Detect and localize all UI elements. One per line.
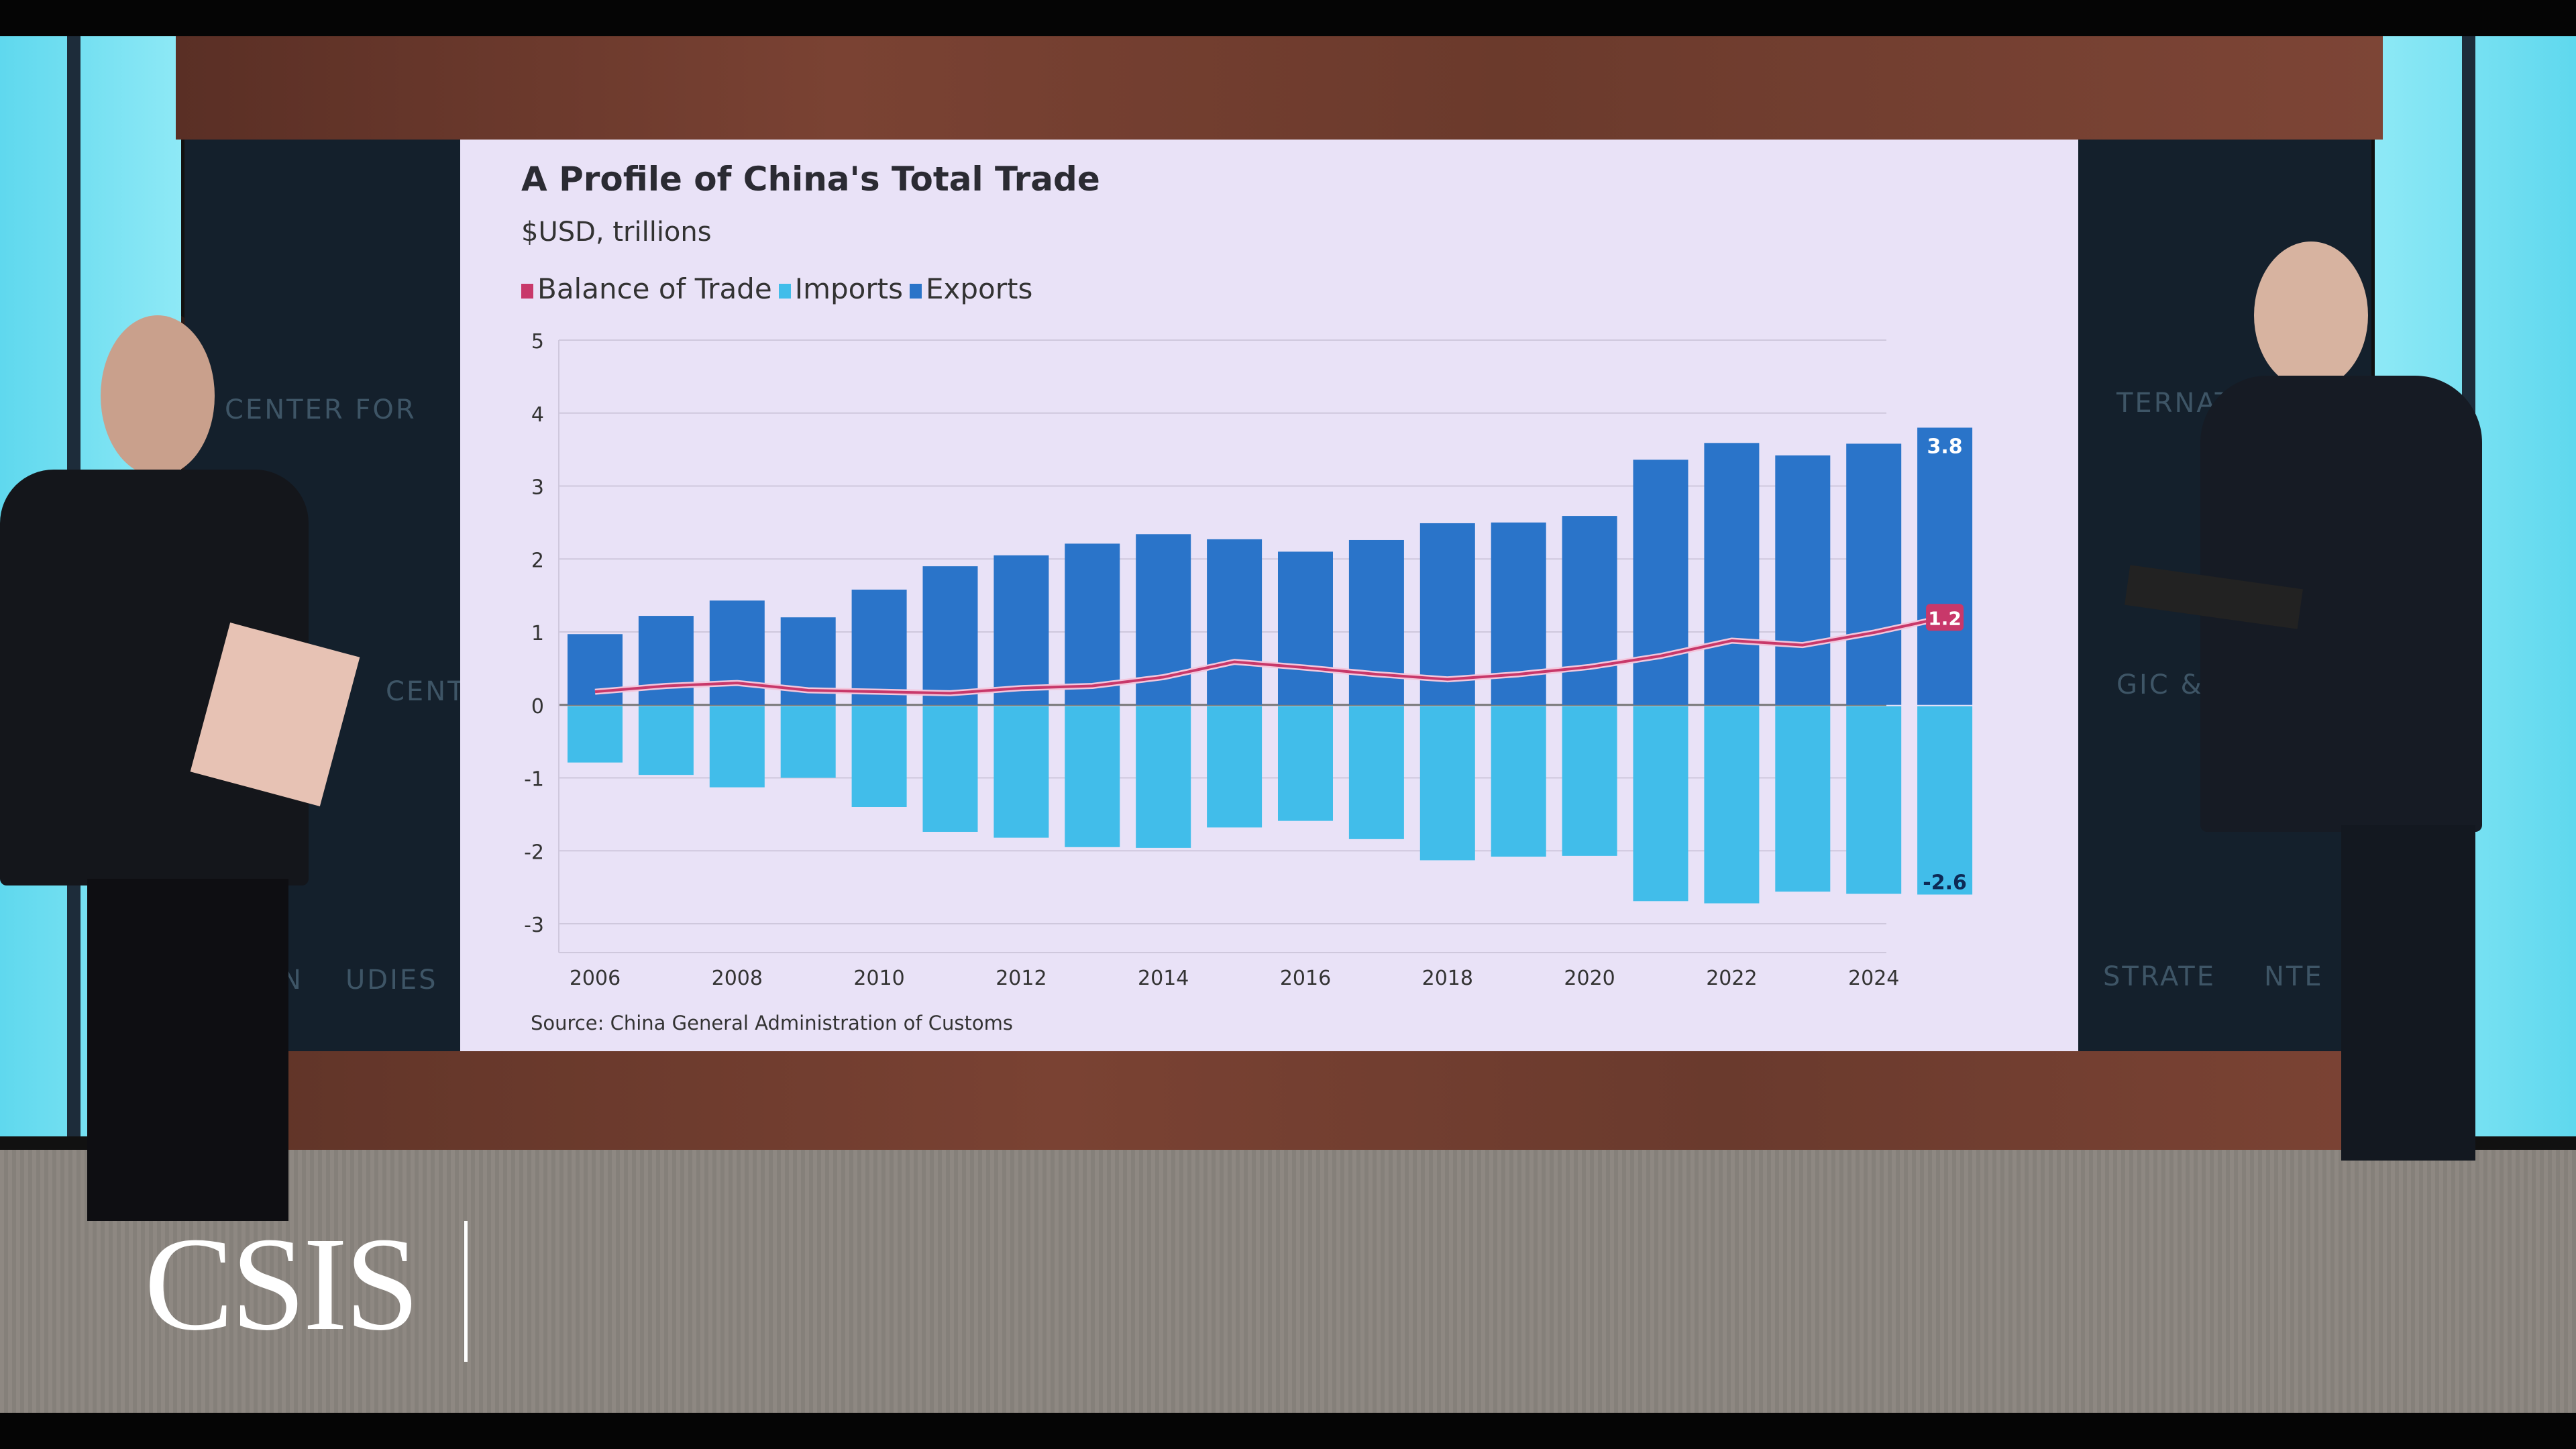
y-tick-label: -3 [524,914,544,937]
import-bar [1775,706,1831,892]
csis-logo-divider [464,1221,468,1362]
export-bar [1917,427,1973,705]
import-bar [1065,706,1120,847]
export-bar [1207,539,1263,705]
presenter-left [0,309,360,1254]
import-bar [638,706,694,775]
import-bar [1136,706,1191,848]
legend-item-imports: Imports [778,272,903,305]
y-tick-label: 3 [531,476,544,500]
x-tick-label: 2020 [1564,967,1615,990]
import-bar [1491,706,1546,857]
export-bar [1065,543,1120,705]
export-bar [1419,523,1475,705]
x-tick-label: 2012 [996,967,1046,990]
import-bar [1846,706,1902,894]
import-bar [1562,706,1617,856]
import-bar [1704,706,1760,904]
wood-wall-bottom [176,1051,2383,1167]
wall-text: STRATE [2103,961,2216,992]
import-bar [922,706,978,832]
chart-title: A Profile of China's Total Trade [521,160,1100,199]
export-bar [568,634,623,705]
chart-source: Source: China General Administration of … [531,1012,1013,1034]
export-bar [1846,443,1902,705]
export-bar [994,555,1049,705]
import-bar [1633,706,1688,902]
chart-legend: Balance of Trade Imports Exports [521,272,1032,305]
balance-data-label: 1.2 [1928,607,1962,629]
legend-item-balance: Balance of Trade [521,272,772,305]
y-tick-label: 4 [531,403,544,427]
export-bar [851,589,907,705]
x-tick-label: 2014 [1138,967,1189,990]
import-bar [568,706,623,763]
x-tick-label: 2018 [1422,967,1473,990]
balance-line [594,616,1945,695]
legend-label: Exports [925,272,1033,305]
import-bar [1419,706,1475,861]
csis-logo: CSIS [144,1210,419,1358]
legend-swatch [909,283,922,299]
x-tick-label: 2016 [1280,967,1331,990]
import-bar [994,706,1049,838]
legend-item-exports: Exports [909,272,1033,305]
chart-display-screen: 5 4 3 2 1 0 -1 -2 -3 2006 2008 2010 2012 2014 2016 2018… [460,140,2078,1051]
import-bar [1207,706,1263,828]
y-tick-label: -1 [524,768,544,792]
y-tick-label: 1 [531,622,544,645]
import-bar [1348,706,1404,839]
presenter-legs [87,879,288,1221]
wall-text: UDIES [345,965,438,996]
y-tick-label: 2 [531,549,544,572]
chart-plot: 5 4 3 2 1 0 -1 -2 -3 2006 2008 2010 2012 2014 2016 2018… [524,330,1973,990]
presenter-legs [2341,825,2475,1161]
import-bar [851,706,907,807]
y-tick-label: -2 [524,841,544,864]
presenter-right [2125,241,2502,1248]
x-tick-label: 2008 [712,967,763,990]
export-bar [1348,539,1404,705]
x-tick-label: 2022 [1706,967,1757,990]
wall-text: CENT [386,676,466,707]
x-tick-label: 2010 [853,967,904,990]
export-bar [922,566,978,705]
x-tick-label: 2024 [1848,967,1899,990]
export-bar [638,616,694,705]
legend-swatch [778,283,791,299]
legend-label: Balance of Trade [537,272,772,305]
letterbox-top [0,0,2576,36]
wall-text: NTE [2264,961,2324,992]
export-bar [1775,455,1831,705]
y-tick-label: 0 [531,695,544,718]
x-tick-label: 2006 [570,967,621,990]
chart-subtitle: $USD, trillions [521,217,712,248]
export-bar [1278,551,1333,705]
export-bar [1562,516,1617,705]
balance-label-badge [1926,604,1964,631]
presenter-head [2254,241,2368,389]
wood-wall-top [176,36,2383,140]
presenter-head [101,315,215,476]
studio-floor [0,1150,2576,1413]
wall-text: CENTER FOR [225,394,417,425]
imports-data-label: -2.6 [1923,871,1967,895]
y-tick-label: 5 [531,330,544,354]
export-bar [709,600,765,705]
import-bar [780,706,836,778]
legend-label: Imports [794,272,903,305]
import-bar [1917,706,1973,895]
export-bar [1633,460,1688,705]
export-bar [1704,443,1760,705]
import-bar [1278,706,1333,821]
import-bar [709,706,765,788]
exports-data-label: 3.8 [1927,435,1963,459]
letterbox-bottom [0,1413,2576,1449]
legend-swatch [521,283,533,299]
